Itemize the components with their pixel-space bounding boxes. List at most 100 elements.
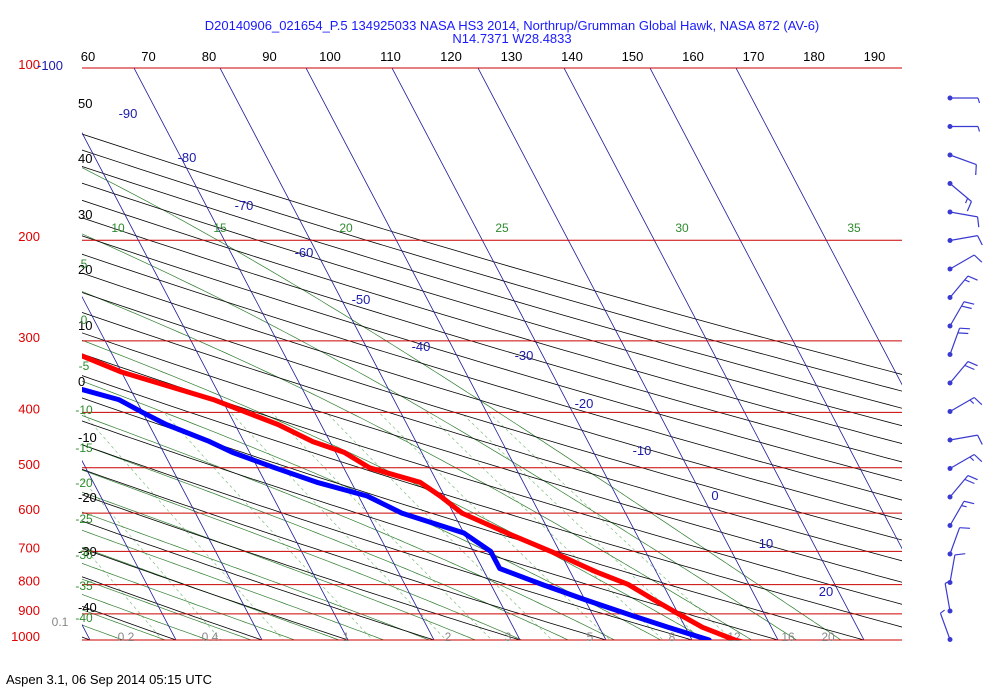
wind-barb-flag bbox=[959, 527, 971, 529]
mixing-ratio-line bbox=[82, 478, 222, 640]
chart-title-line1: D20140906_021654_P.5 134925033 NASA HS3 … bbox=[205, 18, 820, 33]
dry-adiabat-line bbox=[82, 199, 902, 445]
wind-barb-half-flag bbox=[965, 198, 969, 204]
wind-barb-staff bbox=[949, 275, 969, 298]
wind-barb bbox=[947, 152, 977, 176]
wind-barb-flag bbox=[963, 301, 975, 305]
mixing-ratio-label: 1 bbox=[343, 630, 350, 644]
moist-adiabat-line bbox=[82, 491, 477, 640]
wind-barb-flag bbox=[959, 327, 971, 330]
wind-barb bbox=[947, 124, 981, 132]
wind-barb-flag bbox=[964, 478, 975, 485]
wind-barb bbox=[947, 181, 973, 212]
wind-barb bbox=[947, 434, 983, 445]
isotherm-label: -20 bbox=[575, 396, 594, 411]
moist-adiabat-line bbox=[82, 578, 253, 640]
wind-barb bbox=[944, 580, 953, 614]
moist-adiabat-left-label: -20 bbox=[75, 476, 93, 490]
moist-adiabat-left-label: -30 bbox=[75, 548, 93, 562]
dry-adiabat-line bbox=[82, 235, 902, 482]
isotherm-line bbox=[82, 295, 263, 640]
wind-barb-staff bbox=[949, 154, 977, 166]
mixing-ratio-label: 5 bbox=[587, 630, 594, 644]
moist-adiabat-left-label: -15 bbox=[75, 441, 93, 455]
dry-adiabat-line bbox=[82, 165, 902, 409]
dry-adiabat-line bbox=[82, 576, 264, 640]
temperature-profile bbox=[82, 353, 746, 640]
dry-adiabat-line bbox=[82, 605, 178, 640]
isotherm-label: 10 bbox=[759, 536, 773, 551]
isotherm-label: -60 bbox=[295, 245, 314, 260]
wind-barb-staff bbox=[944, 583, 951, 612]
mixing-ratio-label: 20 bbox=[821, 630, 835, 644]
top-tick-label: 140 bbox=[561, 49, 583, 64]
wind-barb bbox=[947, 553, 966, 585]
wind-barb bbox=[947, 396, 983, 414]
wind-barb-flag bbox=[977, 434, 983, 445]
top-tick-label: 150 bbox=[622, 49, 644, 64]
wind-barb-flag bbox=[975, 164, 977, 176]
moist-adiabat-line bbox=[82, 609, 167, 640]
pressure-label: 300 bbox=[18, 330, 40, 345]
pressure-label: 100 bbox=[18, 57, 40, 72]
mixing-ratio-line bbox=[378, 412, 611, 640]
wind-barb-half-flag bbox=[964, 279, 970, 283]
wind-barb bbox=[947, 327, 971, 357]
wind-barb bbox=[947, 235, 983, 246]
isotherm-label: -90 bbox=[119, 106, 138, 121]
wind-barb-staff bbox=[939, 612, 951, 640]
isotherm-label: 20 bbox=[819, 584, 833, 599]
wind-barb bbox=[947, 360, 978, 386]
dry-adiabat-label: -30 bbox=[78, 544, 97, 559]
isotherm-label: -70 bbox=[235, 198, 254, 213]
wind-barb-staff bbox=[949, 211, 978, 218]
dry-adiabat-line bbox=[82, 375, 902, 628]
pressure-label: 400 bbox=[18, 401, 40, 416]
isotherm-label: -80 bbox=[178, 150, 197, 165]
wind-barb bbox=[947, 453, 983, 471]
wind-barb bbox=[947, 254, 983, 272]
mixing-ratio-label: 2 bbox=[445, 630, 452, 644]
chart-title-line2: N14.7371 W28.4833 bbox=[452, 31, 571, 46]
isotherm-label: -40 bbox=[412, 339, 431, 354]
wind-barb bbox=[947, 500, 975, 528]
wind-barb-flag bbox=[967, 360, 978, 367]
mixing-ratio-line bbox=[82, 544, 163, 640]
isotherm-line bbox=[649, 68, 902, 550]
wind-barb-half-flag bbox=[977, 97, 981, 104]
pressure-label: 500 bbox=[18, 457, 40, 472]
wind-barb-staff bbox=[949, 554, 956, 583]
top-tick-label: 70 bbox=[141, 49, 155, 64]
wind-barb-staff bbox=[949, 183, 972, 202]
moist-adiabat-left-label: 0 bbox=[81, 313, 88, 327]
wind-barb bbox=[947, 95, 981, 104]
wind-barb-flag bbox=[976, 216, 980, 228]
dry-adiabat-label: 40 bbox=[78, 151, 92, 166]
pressure-label: 700 bbox=[18, 540, 40, 555]
dry-adiabat-label: -10 bbox=[78, 430, 97, 445]
mixing-ratio-line bbox=[82, 412, 284, 640]
moist-adiabat-left-label: -10 bbox=[75, 403, 93, 417]
dry-adiabat-line bbox=[82, 292, 902, 541]
isotherm-lines bbox=[82, 68, 902, 640]
isotherm-line bbox=[735, 68, 902, 386]
moist-adiabat-left-label: -40 bbox=[75, 611, 93, 625]
moist-adiabat-line bbox=[82, 624, 124, 640]
mixing-ratio-label: 0.4 bbox=[202, 630, 219, 644]
wind-barb-half-flag bbox=[977, 126, 981, 132]
moist-adiabat-label: 25 bbox=[495, 221, 509, 235]
wind-barb-staff bbox=[949, 361, 969, 384]
isotherm-line bbox=[477, 68, 779, 640]
wind-barb bbox=[947, 209, 980, 228]
isotherm-label: -10 bbox=[633, 443, 652, 458]
top-tick-label: 180 bbox=[803, 49, 825, 64]
wind-barb-staff bbox=[949, 527, 961, 555]
pressure-label: 900 bbox=[18, 603, 40, 618]
moist-adiabat-label: 35 bbox=[847, 221, 861, 235]
moist-adiabat-line bbox=[82, 444, 570, 640]
moist-adiabat-line bbox=[82, 562, 296, 640]
moist-adiabat-line bbox=[82, 546, 340, 640]
top-tick-label: 80 bbox=[202, 49, 216, 64]
